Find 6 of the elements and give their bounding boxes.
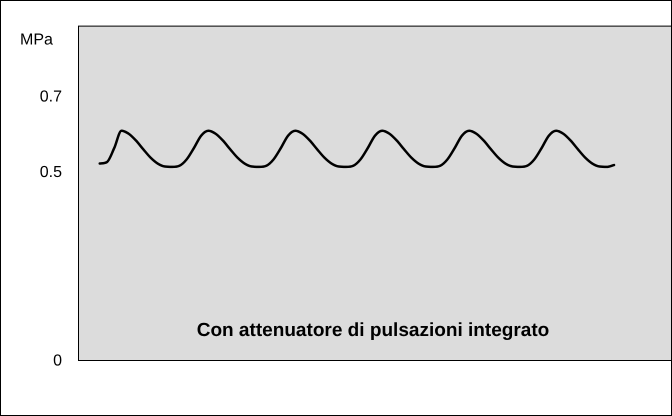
y-tick-label: 0.5 [40,164,62,181]
line-series [98,129,616,168]
y-tick-label: 0 [53,352,62,370]
annotation: Con attenuatore di pulsazioni integrato [196,320,550,341]
y-tick-label: 0.7 [40,88,62,106]
y-axis-title: MPa [20,31,53,48]
